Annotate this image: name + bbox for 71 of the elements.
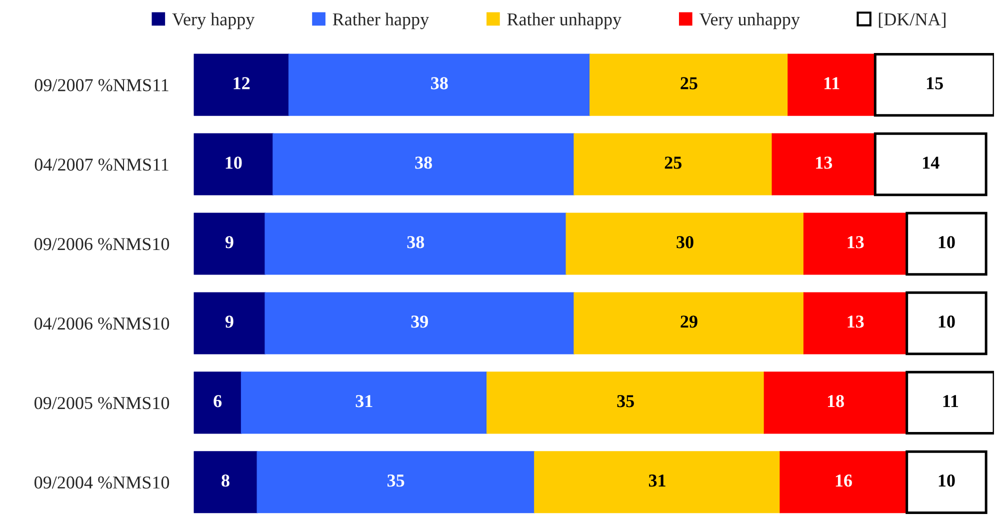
bar [772,133,876,196]
data-label: 35 [617,395,634,408]
bar [486,372,765,434]
legend-label: Very happy [172,12,255,30]
y-tick-label: 09/2007 %NMS11 [34,79,168,92]
bar [764,372,908,434]
data-label: 29 [680,316,698,328]
bar [566,212,804,275]
data-label: 11 [943,395,958,408]
data-label: 10 [226,156,242,169]
y-tick-label: 09/2006 %NMS10 [34,238,170,250]
bar [256,451,535,514]
bar [288,54,590,116]
data-label: 13 [848,236,864,248]
bar [272,133,575,196]
bar [534,451,781,514]
data-label: 31 [356,395,372,408]
y-tick-label: 09/2005 %NMS10 [34,396,170,410]
bar [803,212,908,275]
bar [906,370,994,435]
data-label: 31 [648,474,666,487]
legend-label: Very unhappy [699,12,800,30]
data-label: 9 [225,236,234,248]
data-label: 18 [828,395,844,408]
y-tick-label: 04/2007 %NMS11 [34,158,168,171]
y-tick-label: 09/2004 %NMS10 [34,476,170,489]
bar [906,291,988,356]
data-label: 38 [415,156,432,169]
data-label: 13 [848,316,864,328]
bar [194,292,266,354]
data-label: 9 [225,316,234,328]
legend-label: [DK/NA] [878,12,946,28]
data-label: 39 [411,316,428,328]
data-label: 30 [676,236,694,248]
bar [194,451,258,514]
data-label: 15 [927,77,943,90]
bar [874,132,988,196]
bar [264,292,575,354]
data-label: 8 [222,474,230,487]
data-label: 25 [664,156,682,169]
data-label: 10 [938,316,955,328]
bar [590,54,788,116]
legend-label: Rather happy [332,12,430,30]
bar [194,133,274,196]
bar [240,372,488,434]
legend-label: Rather unhappy [507,12,622,30]
bar [906,212,988,276]
bar [574,133,773,196]
bar [574,292,804,354]
data-label: 14 [923,156,940,169]
bar [803,292,908,354]
data-label: 10 [938,474,955,487]
bar [194,54,290,116]
data-label: 16 [836,474,852,487]
data-label: 25 [680,77,698,90]
bar [264,212,567,275]
data-label: 6 [214,395,222,408]
data-label: 11 [824,77,840,90]
bar [788,54,876,116]
y-tick-label: 04/2006 %NMS10 [34,317,170,330]
bar [780,451,908,514]
data-label: 13 [816,156,832,169]
bar [874,52,994,117]
data-label: 35 [387,474,404,487]
bar [194,372,242,434]
data-label: 38 [407,236,424,248]
bar [906,450,988,514]
data-label: 12 [234,77,250,90]
data-label: 38 [431,77,448,90]
bar [194,212,266,275]
data-label: 10 [938,236,955,248]
